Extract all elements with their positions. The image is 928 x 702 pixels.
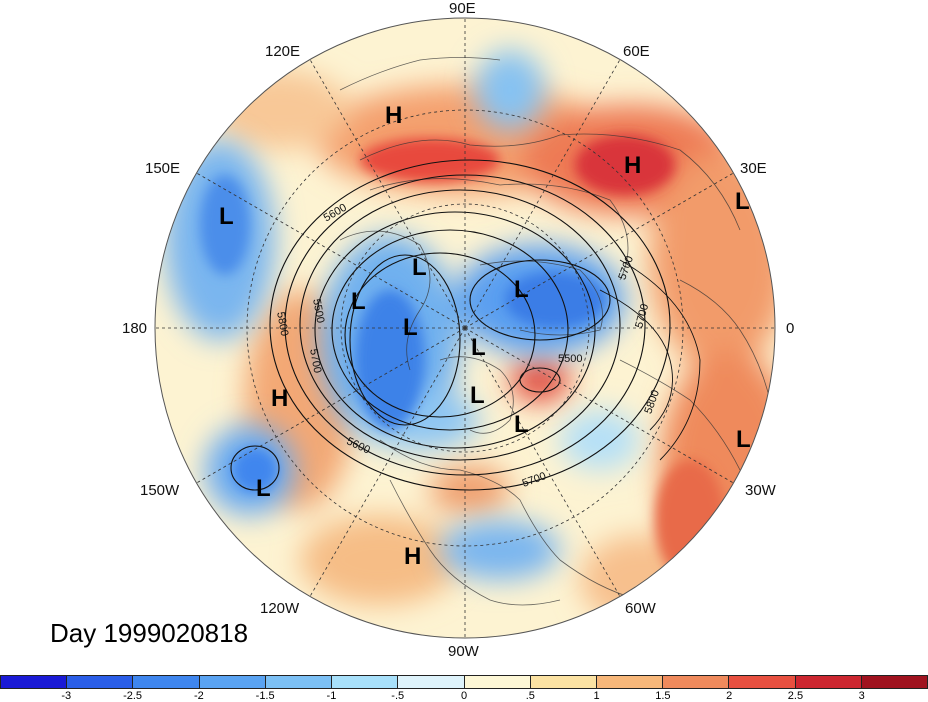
colorbar-cell: [133, 676, 200, 688]
pressure-center-low: L: [412, 254, 427, 281]
colorbar-cell: [398, 676, 465, 688]
lon-label-90w: 90W: [448, 643, 479, 660]
lon-label-30w: 30W: [745, 482, 776, 499]
colorbar-tick-label: -1: [326, 690, 337, 702]
pressure-center-low: L: [514, 411, 529, 438]
colorbar-cell: [795, 676, 862, 688]
pressure-center-high: H: [271, 385, 289, 412]
colorbar-tick-label: -3: [61, 690, 72, 702]
colorbar-cell: [663, 676, 730, 688]
lon-label-90e: 90E: [449, 0, 476, 17]
colorbar-cell: [596, 676, 664, 688]
colorbar-cell: [67, 676, 134, 688]
lon-label-60w: 60W: [625, 600, 656, 617]
meridian-lines: [155, 18, 775, 638]
lon-label-120w: 120W: [260, 600, 300, 617]
lon-label-60e: 60E: [623, 43, 650, 60]
pressure-center-low: L: [351, 288, 366, 315]
colorbar-cell: [199, 676, 266, 688]
colorbar-cell: [530, 676, 597, 688]
colorbar-cell: [729, 676, 796, 688]
colorbar-cell: [861, 676, 928, 688]
lon-label-150e: 150E: [145, 160, 181, 177]
colorbar-cell: [265, 676, 333, 688]
pressure-center-low: L: [471, 334, 486, 361]
map-border: [154, 17, 776, 639]
lon-label-120e: 120E: [265, 43, 301, 60]
colorbar-tick-label: 3: [858, 690, 865, 702]
colorbar-tick-label: 2: [726, 690, 733, 702]
colorbar-tick-label: 1: [593, 690, 600, 702]
colorbar-tick-label: -.5: [391, 690, 405, 702]
anomaly-field: [155, 18, 775, 638]
lon-label-180: 180: [122, 320, 148, 337]
colorbar-tick-label: 1.5: [655, 690, 671, 702]
colorbar-tick-label: -1.5: [255, 690, 275, 702]
colorbar-cell: [464, 676, 531, 688]
pressure-center-low: L: [514, 276, 529, 303]
contour-label: 5500: [558, 353, 583, 365]
colorbar-cell: [1, 676, 68, 688]
date-label: Day 1999020818: [50, 618, 249, 648]
lon-label-30e: 30E: [740, 160, 767, 177]
colorbar-cell: [332, 676, 399, 688]
colorbar-tick-label: 0: [460, 690, 468, 702]
pressure-center-low: L: [735, 188, 750, 215]
pressure-center-high: H: [404, 543, 422, 570]
colorbar-tick-label: -2: [193, 690, 204, 702]
pressure-center-low: L: [256, 475, 271, 502]
pressure-center-low: L: [470, 382, 485, 409]
colorbar-tick-label: 2.5: [787, 690, 804, 702]
lon-label-150w: 150W: [140, 482, 180, 499]
lon-label-0: 0: [786, 320, 795, 337]
pressure-center-low: L: [403, 314, 418, 341]
colorbar: [0, 675, 928, 689]
pressure-center-low: L: [736, 426, 751, 453]
pressure-center-high: H: [624, 152, 642, 179]
pressure-center-high: H: [385, 102, 403, 129]
colorbar-tick-label: .5: [525, 690, 535, 702]
pressure-center-low: L: [219, 203, 234, 230]
colorbar-tick-label: -2.5: [123, 690, 143, 702]
